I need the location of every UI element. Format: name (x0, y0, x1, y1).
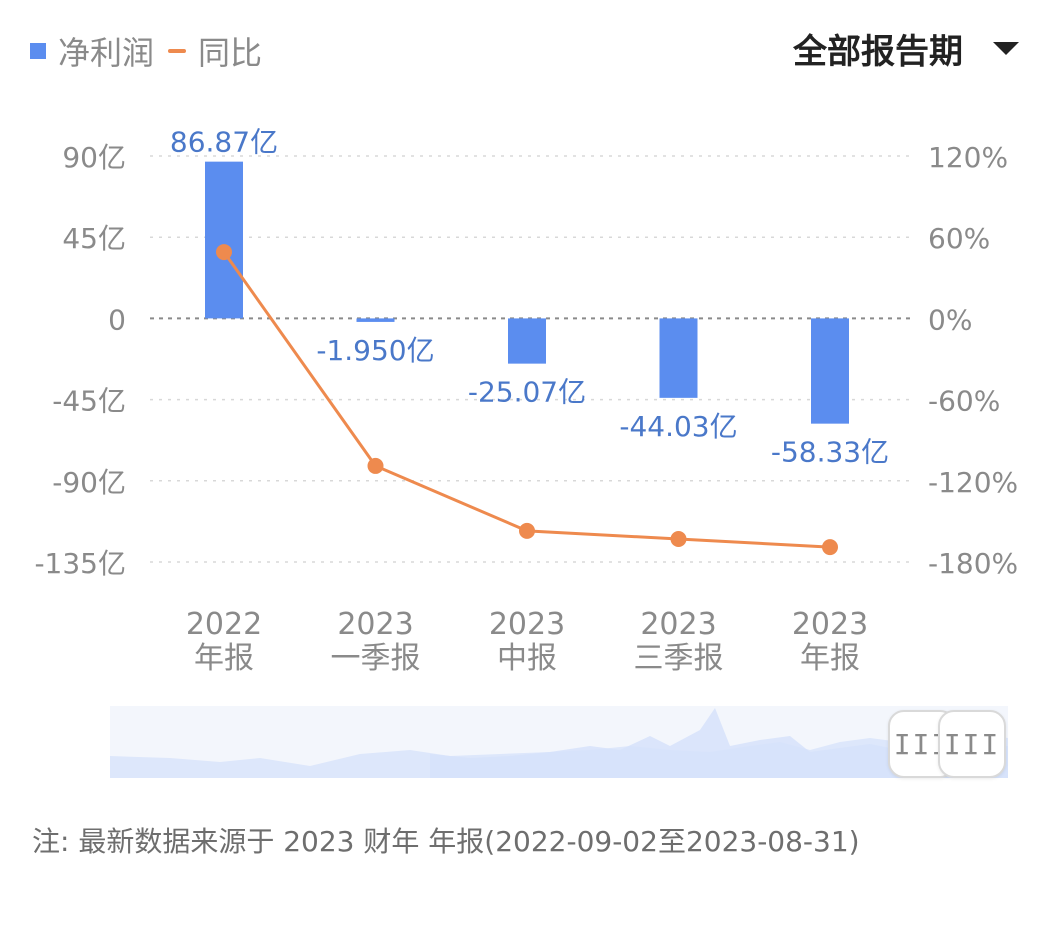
x-tick-label-year: 2023 (489, 607, 565, 642)
x-tick-label-period: 年报 (194, 641, 254, 676)
legend-label-net-profit: 净利润 (58, 34, 155, 72)
legend-item-yoy[interactable]: 同比 (168, 28, 262, 74)
yoy-point (216, 244, 232, 261)
y-right-tick-label: -120% (928, 466, 1018, 499)
y-left-tick-label: -45亿 (52, 385, 126, 418)
yoy-point (367, 457, 384, 474)
y-left-tick-label: 90亿 (62, 141, 126, 174)
bar-data-label: -44.03亿 (619, 410, 737, 443)
y-left-tick-label: -135亿 (34, 547, 126, 580)
range-scroller[interactable]: III III (110, 706, 1008, 778)
y-right-tick-label: 60% (928, 222, 990, 255)
bar (205, 161, 243, 319)
bar-data-label: -1.950亿 (316, 334, 434, 367)
y-right-tick-label: 120% (928, 141, 1008, 174)
y-right-tick-label: 0% (928, 303, 972, 336)
x-tick-label-period: 三季报 (634, 641, 724, 676)
scroller-handle-right[interactable]: III (938, 710, 1006, 778)
bar (508, 318, 546, 364)
bar-data-label: 86.87亿 (170, 126, 278, 159)
y-right-tick-label: -60% (928, 385, 1000, 418)
x-tick-label-period: 一季报 (331, 641, 421, 676)
y-right-tick-label: -180% (928, 547, 1018, 580)
x-tick-label-year: 2022 (186, 607, 262, 642)
x-tick-label-year: 2023 (640, 607, 716, 642)
bar-data-label: -58.33亿 (771, 436, 889, 469)
x-tick-label-year: 2023 (337, 607, 413, 642)
y-left-tick-label: 0 (108, 303, 126, 336)
bar (659, 318, 698, 398)
legend: 净利润 同比 (30, 28, 262, 74)
y-left-tick-label: -90亿 (52, 466, 126, 499)
yoy-point (519, 522, 535, 539)
x-tick-label-period: 年报 (800, 641, 860, 676)
bar (811, 318, 849, 424)
caret-down-icon (993, 42, 1019, 55)
legend-item-net-profit[interactable]: 净利润 (30, 28, 154, 74)
bar-swatch-icon (30, 43, 46, 59)
yoy-point (670, 530, 687, 547)
period-selector[interactable]: 全部报告期 (793, 24, 1019, 73)
scroller-selected-area (430, 708, 1008, 778)
period-selector-label: 全部报告期 (793, 32, 963, 72)
net-profit-chart: 90亿 45亿 0 -45亿 -90亿 -135亿 120% 60% 0% -60% -120% -1… (34, 126, 1018, 676)
x-tick-label-period: 中报 (497, 641, 557, 676)
line-swatch-icon (168, 49, 187, 53)
x-tick-label-year: 2023 (792, 607, 868, 642)
legend-label-yoy: 同比 (198, 34, 263, 72)
bar-data-label: -25.07亿 (468, 376, 586, 409)
yoy-point (822, 539, 838, 556)
scroller-preview (110, 706, 1008, 778)
data-source-note: 注: 最新数据来源于 2023 财年 年报(2022-09-02至2023-08… (32, 825, 860, 858)
bar (356, 318, 395, 322)
y-left-tick-label: 45亿 (62, 222, 126, 255)
